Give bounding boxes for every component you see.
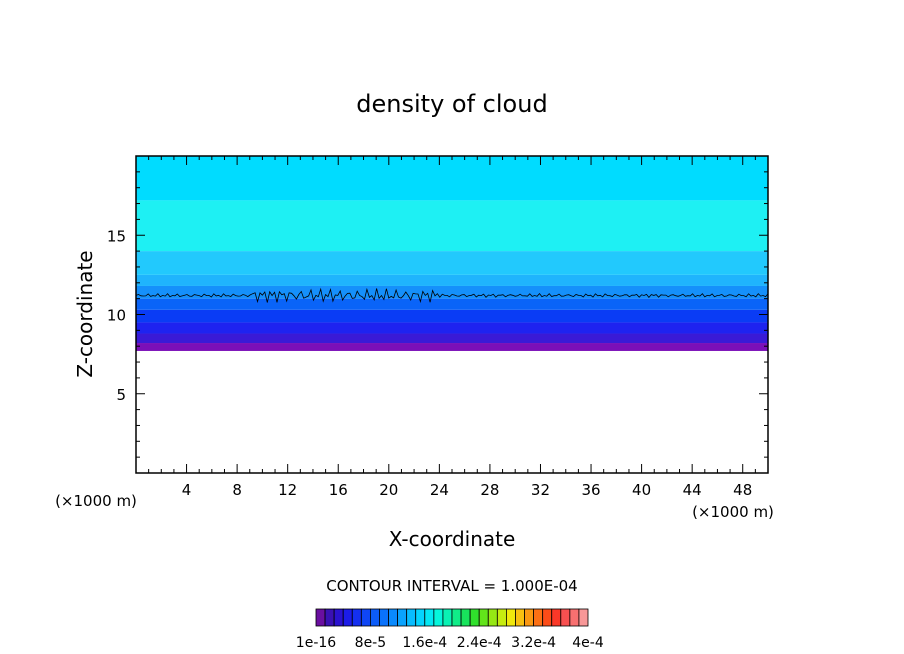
- colorbar-cell: [415, 608, 426, 627]
- density-band-0: [136, 343, 768, 351]
- x-tick-label: 12: [278, 481, 297, 499]
- colorbar-cell: [324, 608, 335, 627]
- colorbar-cell: [379, 608, 389, 627]
- colorbar-cell: [551, 608, 562, 627]
- colorbar-cell: [578, 608, 589, 627]
- x-tick-label: 24: [430, 481, 449, 499]
- x-axis-label: X-coordinate: [389, 527, 516, 551]
- y-tick-label: 5: [116, 386, 126, 404]
- colorbar-tick-label: 3.2e-4: [511, 635, 556, 651]
- colorbar-cell: [315, 608, 326, 627]
- colorbar-tick-label: 2.4e-4: [457, 635, 502, 651]
- colorbar-cell: [487, 608, 498, 627]
- chart-title: density of cloud: [356, 90, 547, 118]
- colorbar-cell: [533, 608, 544, 627]
- x-tick-label: 4: [182, 481, 192, 499]
- x-unit-label-right: (×1000 m): [692, 503, 774, 521]
- density-band-4: [136, 298, 768, 310]
- colorbar-tick-label: 4e-4: [572, 635, 604, 651]
- colorbar-tick-label: 1.6e-4: [402, 635, 447, 651]
- contour-path: [135, 287, 769, 304]
- contour-interval-text: CONTOUR INTERVAL = 1.000E-04: [326, 577, 577, 595]
- colorbar-cell: [433, 608, 444, 627]
- colorbar-cell: [524, 608, 534, 627]
- colorbar-cell: [505, 608, 516, 627]
- y-axis-ticks: 5 10 15: [107, 171, 768, 458]
- x-tick-label: 20: [379, 481, 398, 499]
- y-tick-label: 10: [107, 307, 126, 325]
- colorbar-cell: [424, 608, 435, 627]
- x-tick-label: 48: [733, 481, 752, 499]
- colorbar-cell: [342, 608, 353, 627]
- colorbar-cell: [360, 608, 371, 627]
- colorbar-cell: [478, 608, 489, 627]
- x-tick-label: 40: [632, 481, 651, 499]
- colorbar-tick-label: 1e-16: [296, 635, 336, 651]
- x-tick-label: 16: [329, 481, 348, 499]
- contour-line: [135, 287, 769, 304]
- colorbar-cell: [515, 608, 525, 627]
- colorbar-cell: [351, 608, 362, 627]
- x-tick-label: 44: [683, 481, 702, 499]
- colorbar-cell: [406, 608, 417, 627]
- x-tick-label: 32: [531, 481, 550, 499]
- colorbar-cell: [397, 608, 408, 627]
- colorbar-cell: [388, 608, 398, 627]
- colorbar-cell: [469, 608, 480, 627]
- density-band-6: [136, 274, 768, 286]
- density-band-2: [136, 322, 768, 334]
- colorbar-cell: [460, 608, 471, 627]
- x-unit-label-left: (×1000 m): [55, 492, 137, 510]
- colorbar-labels: 1e-16 8e-5 1.6e-4 2.4e-4 3.2e-4 4e-4: [296, 635, 604, 651]
- colorbar-cell: [569, 608, 580, 627]
- colorbar-cell: [333, 608, 344, 627]
- colorbar-cell: [496, 608, 507, 627]
- y-axis-label: Z-coordinate: [73, 250, 97, 377]
- x-tick-label: 8: [232, 481, 242, 499]
- x-axis-ticks: 4 8 12 16 20 24 28 32 36 40 44 48: [148, 156, 756, 499]
- colorbar-cell: [542, 608, 553, 627]
- x-tick-label: 28: [480, 481, 499, 499]
- colorbar-cell: [560, 608, 571, 627]
- colorbar-tick-label: 8e-5: [355, 635, 386, 651]
- plot-area: [136, 156, 768, 351]
- density-band-7: [136, 251, 768, 275]
- density-band-3: [136, 309, 768, 323]
- colorbar-cell: [369, 608, 380, 627]
- density-band-9: [136, 156, 768, 201]
- y-tick-label: 15: [107, 227, 126, 245]
- density-band-1: [136, 333, 768, 344]
- x-tick-label: 36: [581, 481, 600, 499]
- density-band-8: [136, 200, 768, 252]
- colorbar: [315, 608, 589, 627]
- colorbar-cell: [451, 608, 462, 627]
- colorbar-cell: [442, 608, 453, 627]
